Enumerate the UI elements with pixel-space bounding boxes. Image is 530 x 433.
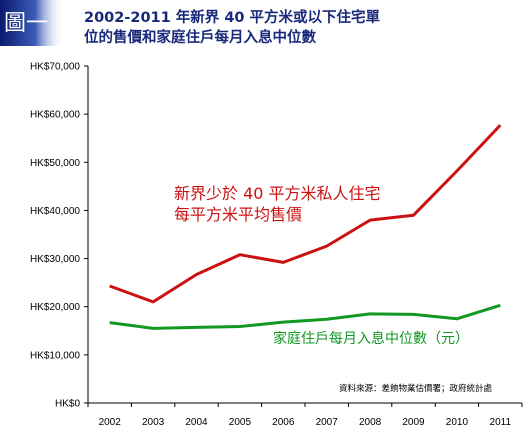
x-tick-label: 2002 xyxy=(99,417,122,428)
y-tick-label: HK$60,000 xyxy=(30,110,80,121)
y-tick-label: HK$30,000 xyxy=(30,254,80,265)
figure-badge-text: 圖一 xyxy=(4,11,48,36)
x-tick-label: 2010 xyxy=(446,417,469,428)
series-label-red: 每平方米平均售價 xyxy=(174,205,302,224)
source-note: 資料來源：差餉物業估價署；政府統計處 xyxy=(339,383,493,394)
y-tick-label: HK$0 xyxy=(55,399,80,410)
x-tick-label: 2008 xyxy=(359,417,382,428)
chart-title-line-2: 位的售價和家庭住戶每月入息中位數 xyxy=(84,30,316,46)
x-tick-label: 2009 xyxy=(402,417,425,428)
series-label-green: 家庭住戶每月入息中位數（元） xyxy=(273,330,469,347)
x-tick-label: 2003 xyxy=(142,417,165,428)
series-line-1 xyxy=(109,124,502,304)
x-tick-label: 2011 xyxy=(490,417,512,428)
series-label-red: 新界少於 40 平方米私人住宅 xyxy=(174,184,381,203)
x-tick-label: 2006 xyxy=(272,417,295,428)
x-tick-label: 2005 xyxy=(229,417,252,428)
figure-badge: 圖一 xyxy=(0,0,64,46)
x-tick-label: 2004 xyxy=(185,417,208,428)
y-tick-label: HK$10,000 xyxy=(30,350,80,361)
y-tick-label: HK$70,000 xyxy=(30,62,80,73)
series-line-2 xyxy=(109,303,501,330)
x-tick-label: 2007 xyxy=(316,417,339,428)
chart-title-line-1: 2002-2011 年新界 40 平方米或以下住宅單 xyxy=(84,10,381,26)
y-tick-label: HK$50,000 xyxy=(30,158,80,169)
y-tick-label: HK$20,000 xyxy=(30,302,80,313)
chart-title: 2002-2011 年新界 40 平方米或以下住宅單 位的售價和家庭住戶每月入息… xyxy=(84,8,524,48)
y-tick-label: HK$40,000 xyxy=(30,206,80,217)
